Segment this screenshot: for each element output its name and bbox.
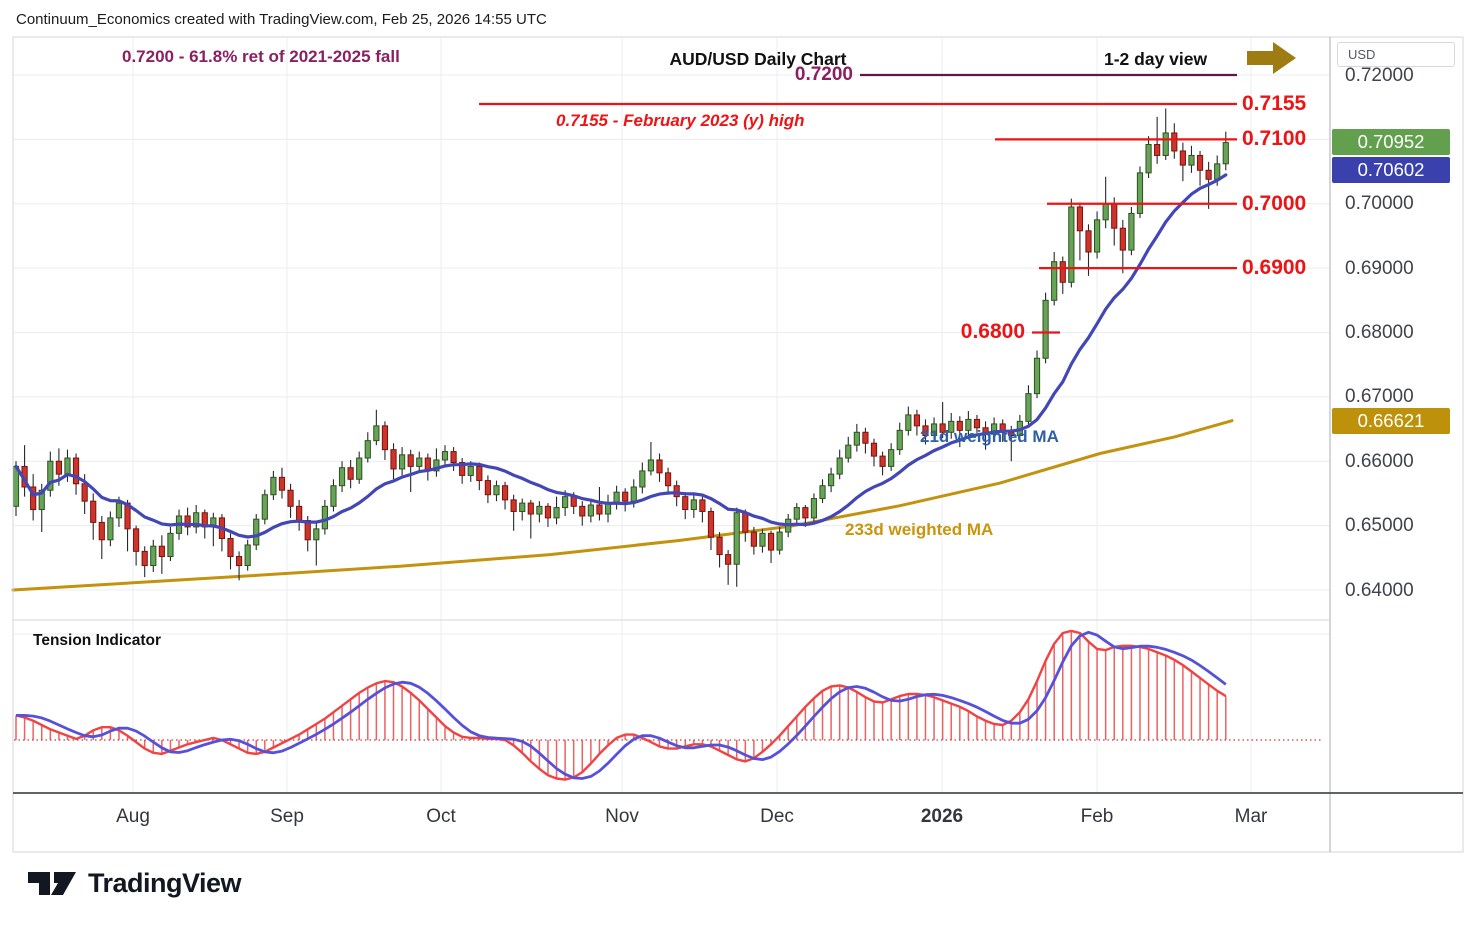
month-label-dec: Dec: [760, 806, 794, 827]
currency-label: USD: [1348, 47, 1376, 62]
month-label-oct: Oct: [426, 806, 456, 827]
month-label-2026: 2026: [920, 806, 964, 827]
view-horizon-note: 1-2 day view: [1104, 49, 1208, 69]
ma233-value-badge: 0.66621: [1332, 408, 1450, 435]
price-level-label-07155: 0.7155: [1242, 91, 1307, 115]
chart-title: AUD/USD Daily Chart: [669, 49, 847, 69]
last-price-badge: 0.70952: [1332, 129, 1450, 156]
ma21-label: 21d weighted MA: [920, 427, 1059, 446]
attribution-text: Continuum_Economics created with Trading…: [16, 11, 547, 28]
indicator-title: Tension Indicator: [33, 632, 162, 649]
tradingview-attribution[interactable]: TradingView: [26, 866, 242, 900]
axis-tick: 0.70000: [1345, 193, 1414, 215]
currency-selector[interactable]: USD: [1337, 42, 1455, 67]
fib-retracement-note: 0.7200 - 61.8% ret of 2021-2025 fall: [122, 47, 400, 66]
price-level-label-0700: 0.7000: [1242, 191, 1307, 215]
axis-tick: 0.64000: [1345, 579, 1414, 601]
axis-tick: 0.65000: [1345, 515, 1414, 537]
month-label-aug: Aug: [116, 806, 150, 827]
yearly-high-note: 0.7155 - February 2023 (y) high: [556, 111, 805, 130]
price-level-label-0720: 0.7200: [794, 63, 853, 85]
month-label-mar: Mar: [1234, 806, 1268, 827]
ma233-label: 233d weighted MA: [845, 520, 994, 539]
price-level-label-0710: 0.7100: [1242, 127, 1307, 151]
tradingview-logo-icon: [28, 872, 76, 895]
axis-tick: 0.67000: [1345, 386, 1414, 408]
axis-tick: 0.69000: [1345, 257, 1414, 279]
month-label-sep: Sep: [270, 806, 304, 827]
price-level-label-0690: 0.6900: [1242, 255, 1307, 279]
month-label-feb: Feb: [1080, 806, 1114, 827]
price-level-label-0680: 0.6800: [960, 320, 1025, 344]
brand-name: TradingView: [88, 867, 242, 898]
month-label-nov: Nov: [605, 806, 639, 827]
axis-tick: 0.68000: [1345, 322, 1414, 343]
ma21-value-badge: 0.70602: [1332, 157, 1450, 184]
axis-tick: 0.72000: [1345, 64, 1414, 86]
axis-tick: 0.66000: [1345, 450, 1414, 472]
right-arrow-icon: [1247, 42, 1296, 74]
